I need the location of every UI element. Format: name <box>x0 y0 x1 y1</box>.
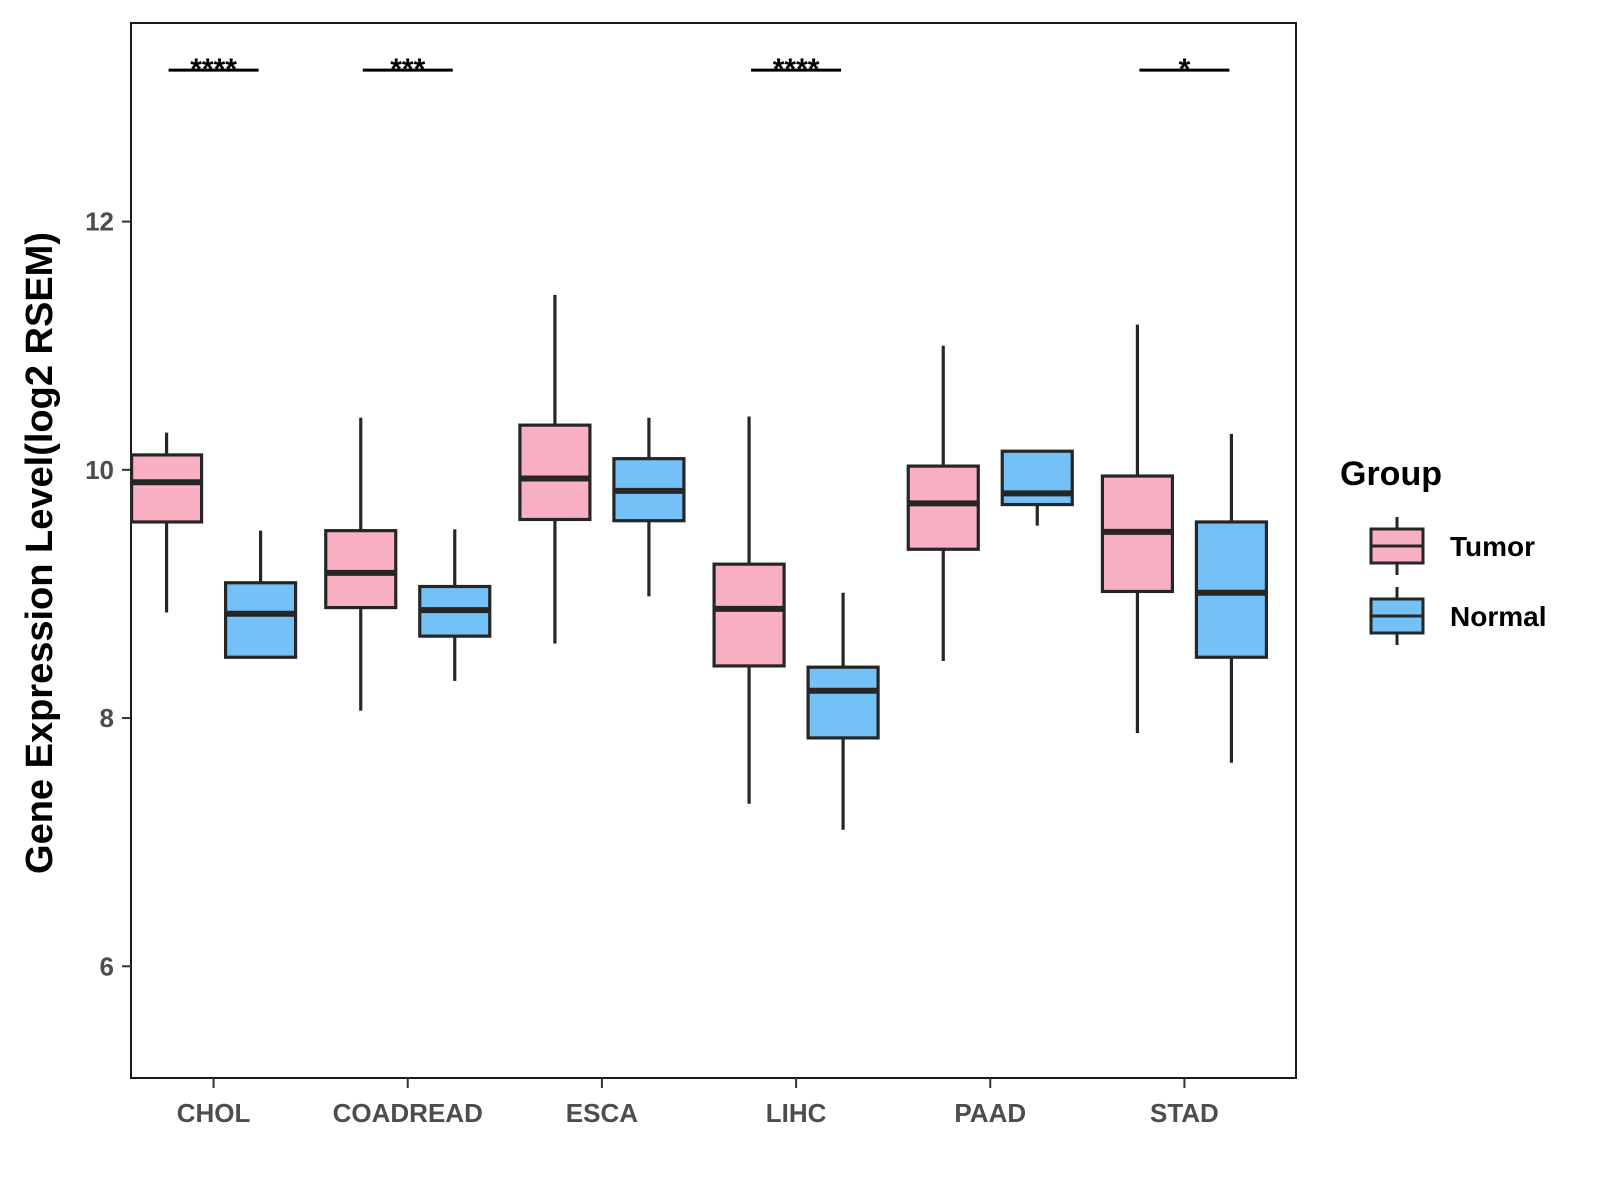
significance-label: **** <box>773 53 820 86</box>
significance-label: * <box>1179 53 1191 86</box>
boxplot-tumor-paad <box>906 345 980 661</box>
legend-label: Tumor <box>1450 531 1535 562</box>
y-axis-title: Gene Expression Level(log2 RSEM) <box>19 232 61 874</box>
significance-coadread: *** <box>362 53 453 86</box>
boxplot-tumor-lihc <box>712 416 786 804</box>
y-tick-label: 6 <box>100 951 114 981</box>
y-tick-label: 10 <box>85 455 114 485</box>
x-tick-label: ESCA <box>566 1098 638 1128</box>
boxplot-normal-chol <box>223 530 298 659</box>
box <box>806 665 880 740</box>
box <box>906 464 980 551</box>
legend: Group Tumor Normal <box>1340 455 1546 645</box>
x-tick-label: CHOL <box>177 1098 251 1128</box>
legend-title: Group <box>1340 455 1442 493</box>
boxplot-tumor-coadread <box>324 417 398 711</box>
x-tick-label: COADREAD <box>333 1098 483 1128</box>
boxplot-normal-coadread <box>418 529 492 681</box>
significance-chol: **** <box>168 53 259 86</box>
y-axis: 6 8 10 12 <box>85 207 131 981</box>
box <box>129 453 204 524</box>
significance-label: *** <box>390 53 425 86</box>
boxplot-tumor-chol <box>129 432 204 613</box>
legend-label: Normal <box>1450 601 1546 632</box>
x-tick-label: PAAD <box>954 1098 1026 1128</box>
box <box>1000 449 1074 507</box>
box <box>223 581 298 659</box>
boxplot-tumor-esca <box>518 294 592 644</box>
y-tick-label: 8 <box>100 703 114 733</box>
significance-label: **** <box>190 53 237 86</box>
significance-lihc: **** <box>751 53 842 86</box>
boxplot-normal-lihc <box>806 592 880 830</box>
significance-stad: * <box>1139 53 1230 86</box>
boxplot-normal-paad <box>1000 449 1074 526</box>
boxplots <box>129 294 1269 830</box>
y-tick-label: 12 <box>85 207 114 237</box>
box <box>518 423 592 522</box>
legend-entry-normal: Normal <box>1369 587 1546 645</box>
box <box>324 529 398 610</box>
x-tick-label: STAD <box>1150 1098 1219 1128</box>
boxplot-normal-esca <box>612 417 686 597</box>
significance-annotations: **** *** **** * <box>168 53 1230 86</box>
legend-entry-tumor: Tumor <box>1369 517 1535 575</box>
boxplot-normal-stad <box>1194 433 1269 763</box>
x-axis: CHOL COADREAD ESCA LIHC PAAD STAD <box>177 1078 1219 1128</box>
x-tick-label: LIHC <box>766 1098 827 1128</box>
boxplot-tumor-stad <box>1100 324 1175 733</box>
box <box>1194 520 1269 659</box>
box <box>712 562 786 668</box>
